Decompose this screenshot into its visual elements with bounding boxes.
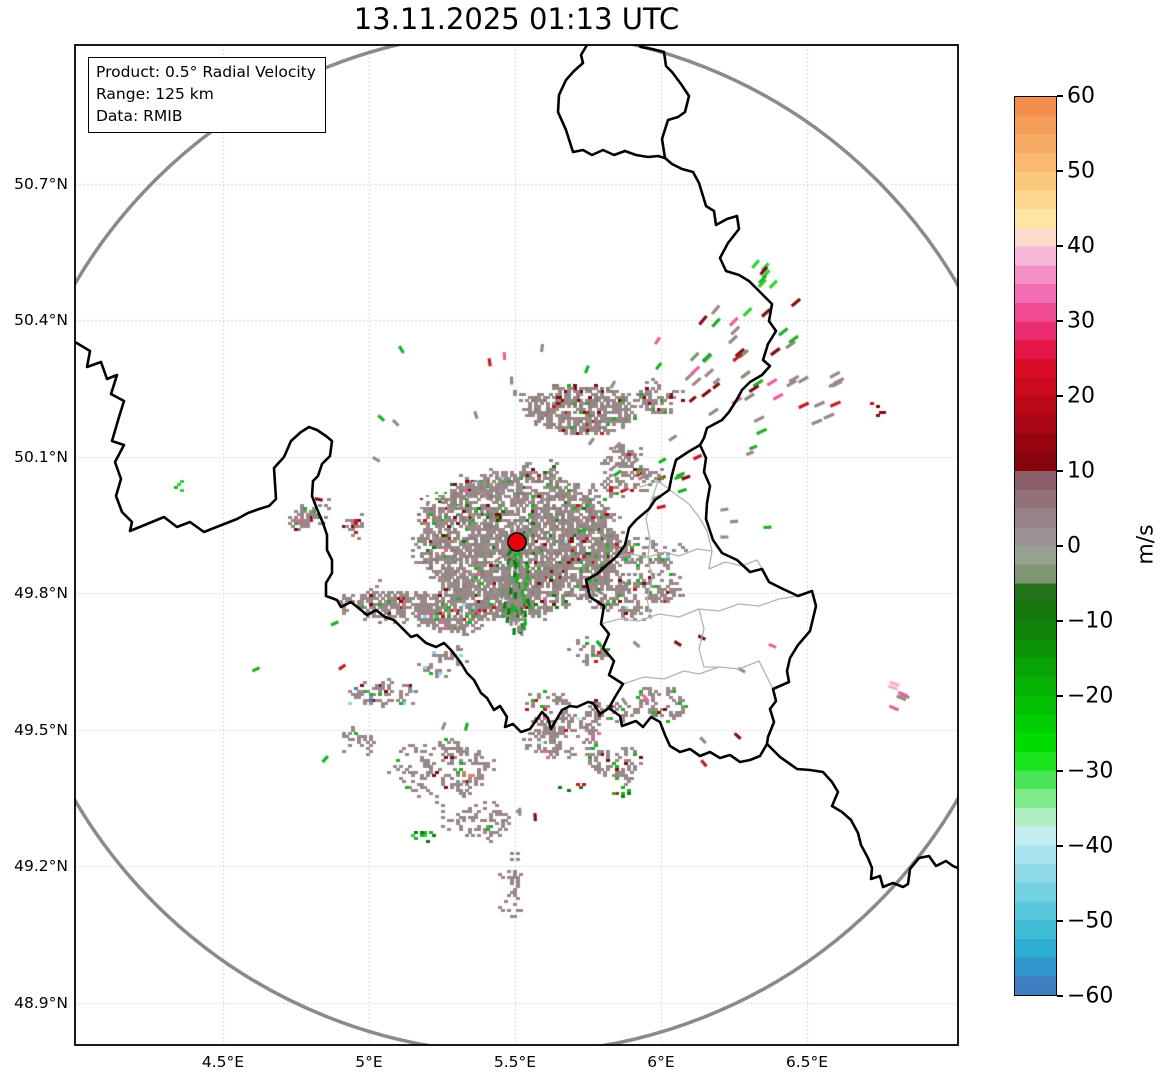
radar-site-marker <box>507 532 527 552</box>
colorbar-tick-label: 20 <box>1067 383 1095 409</box>
colorbar-tick <box>1057 320 1063 322</box>
colorbar-tick <box>1057 470 1063 472</box>
colorbar-tick-label: −40 <box>1067 833 1114 859</box>
colorbar-tick <box>1057 695 1063 697</box>
colorbar-tick <box>1057 170 1063 172</box>
country-border <box>607 706 769 764</box>
colorbar-tick <box>1057 395 1063 397</box>
colorbar-tick <box>1057 920 1063 922</box>
colorbar <box>1014 96 1057 996</box>
country-border <box>556 45 667 160</box>
country-border <box>75 340 611 734</box>
colorbar-tick-label: 50 <box>1067 158 1095 184</box>
admin-border <box>622 660 774 690</box>
x-tick-label: 5.5°E <box>493 1053 537 1071</box>
country-border <box>765 742 958 889</box>
x-tick-label: 5°E <box>355 1053 383 1071</box>
y-tick-label: 50.1°N <box>14 448 68 466</box>
country-border <box>637 45 691 160</box>
admin-border <box>639 480 713 570</box>
admin-border <box>698 608 720 668</box>
colorbar-tick-label: 40 <box>1067 233 1095 259</box>
admin-border <box>610 548 713 560</box>
plot-title: 13.11.2025 01:13 UTC <box>353 2 680 36</box>
y-tick-label: 50.7°N <box>14 175 68 193</box>
x-tick-label: 6°E <box>647 1053 675 1071</box>
y-tick-label: 49.2°N <box>14 857 68 875</box>
colorbar-unit-label: m/s <box>1133 524 1159 565</box>
colorbar-tick-label: −50 <box>1067 908 1114 934</box>
product-label: Product: 0.5° Radial Velocity <box>96 63 316 81</box>
colorbar-tick-label: 30 <box>1067 308 1095 334</box>
colorbar-tick <box>1057 245 1063 247</box>
colorbar-tick <box>1057 545 1063 547</box>
country-border <box>584 443 702 710</box>
admin-border <box>646 556 653 620</box>
colorbar-tick <box>1057 770 1063 772</box>
country-border <box>698 443 818 746</box>
colorbar-tick-label: −10 <box>1067 608 1114 634</box>
y-tick-label: 49.5°N <box>14 721 68 739</box>
colorbar-tick <box>1057 620 1063 622</box>
colorbar-tick <box>1057 995 1063 997</box>
y-tick-label: 49.8°N <box>14 584 68 602</box>
admin-border <box>708 559 763 570</box>
country-border <box>663 156 778 447</box>
colorbar-tick-label: 0 <box>1067 533 1081 559</box>
x-tick-label: 6.5°E <box>785 1053 829 1071</box>
colorbar-tick-label: −30 <box>1067 758 1114 784</box>
colorbar-tick-label: −20 <box>1067 683 1114 709</box>
product-info-box: Product: 0.5° Radial Velocity Range: 125… <box>88 57 326 133</box>
colorbar-tick <box>1057 845 1063 847</box>
x-tick-label: 4.5°E <box>201 1053 245 1071</box>
colorbar-tick-label: 60 <box>1067 83 1095 109</box>
colorbar-tick-label: 10 <box>1067 458 1095 484</box>
data-source-label: Data: RMIB <box>96 107 183 125</box>
y-tick-label: 50.4°N <box>14 311 68 329</box>
colorbar-tick-label: −60 <box>1067 983 1114 1009</box>
y-tick-label: 48.9°N <box>14 994 68 1012</box>
range-label: Range: 125 km <box>96 85 214 103</box>
admin-border <box>645 480 659 558</box>
plot-frame <box>74 44 959 1046</box>
colorbar-tick <box>1057 95 1063 97</box>
